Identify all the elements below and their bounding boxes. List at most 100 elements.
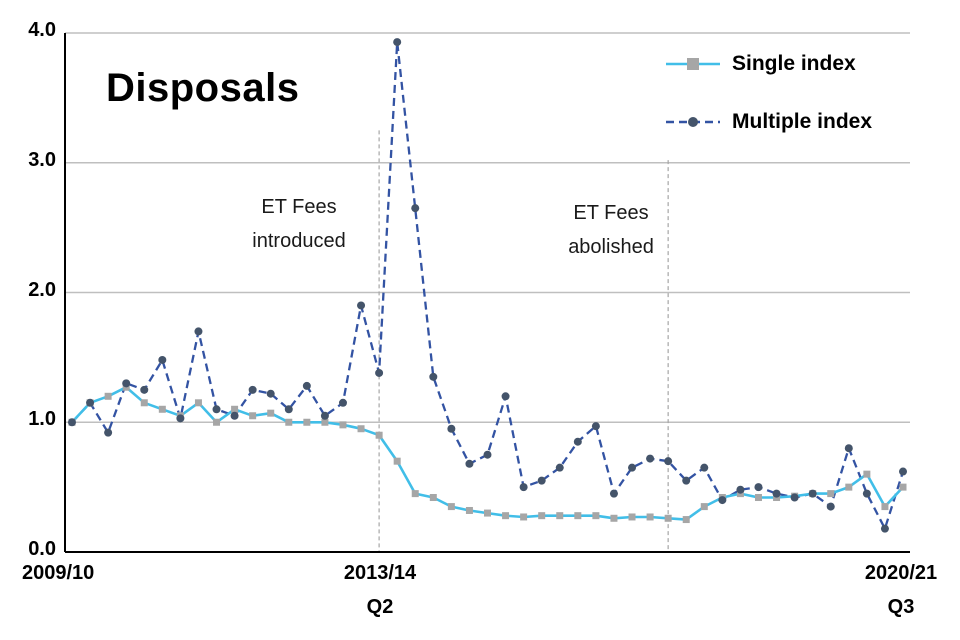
multiple-index-marker	[609, 489, 618, 498]
annotation-et-fees-abolished: ET Fees abolished	[545, 196, 677, 264]
multiple-index-marker	[519, 483, 528, 492]
multiple-index-marker	[700, 463, 709, 472]
multiple-index-marker	[122, 379, 131, 388]
annotation-et-fees-abolished-line2: abolished	[568, 236, 654, 258]
multiple-index-marker	[899, 467, 907, 476]
single-index-marker	[700, 503, 708, 511]
single-index-marker	[484, 509, 491, 517]
multiple-index-marker	[158, 355, 167, 364]
single-index-marker	[411, 490, 419, 498]
single-index-marker	[104, 392, 112, 400]
single-index-marker	[520, 513, 528, 521]
multiple-index-marker	[808, 489, 817, 498]
annotation-et-fees-introduced: ET Fees introduced	[230, 190, 368, 258]
single-index-marker	[303, 418, 311, 426]
single-index-marker	[447, 503, 455, 511]
single-index-marker	[465, 506, 473, 514]
single-index-marker	[140, 399, 148, 407]
multiple-index-marker	[483, 450, 492, 459]
multiple-index-marker	[790, 493, 799, 502]
multiple-index-marker	[664, 457, 673, 466]
x-tick-2009-10: 2009/10	[22, 562, 95, 584]
multiple-index-marker	[736, 485, 745, 494]
single-index-marker	[754, 494, 762, 502]
single-index-swatch-icon	[666, 58, 720, 70]
multiple-index-marker	[338, 398, 347, 407]
annotation-et-fees-introduced-line2: introduced	[252, 230, 346, 252]
multiple-index-marker	[320, 411, 329, 420]
single-index-marker	[393, 457, 401, 465]
single-index-marker	[375, 431, 383, 439]
multiple-index-marker	[411, 204, 420, 213]
multiple-index-marker	[68, 418, 76, 427]
single-index-marker	[502, 512, 510, 520]
single-index-marker	[231, 405, 239, 413]
single-index-marker	[610, 514, 618, 522]
chart-title: Disposals	[106, 66, 300, 110]
single-index-marker	[827, 490, 835, 498]
single-index-marker-sample	[687, 58, 699, 70]
multiple-index-marker-sample	[688, 117, 698, 127]
multiple-index-marker	[212, 405, 221, 414]
single-index-marker	[194, 399, 202, 407]
legend: Single index Multiple index	[666, 50, 872, 166]
multiple-index-marker	[140, 385, 149, 394]
multiple-index-marker	[718, 496, 727, 505]
single-index-marker	[646, 513, 654, 521]
legend-item-single-index: Single index	[666, 50, 872, 78]
y-tick-label-3.0: 3.0	[28, 148, 56, 171]
legend-label-multiple-index: Multiple index	[732, 110, 873, 133]
multiple-index-marker	[880, 524, 889, 533]
single-index-marker	[321, 418, 329, 426]
single-index-marker	[429, 494, 437, 502]
single-index-marker	[592, 512, 600, 520]
single-index-marker	[538, 512, 546, 520]
multiple-index-swatch-icon	[666, 117, 720, 127]
multiple-index-marker	[537, 476, 546, 485]
single-index-marker	[285, 418, 293, 426]
single-index-marker	[556, 512, 564, 520]
single-index-marker	[574, 512, 582, 520]
multiple-index-marker	[826, 502, 835, 511]
single-index-marker	[339, 421, 347, 429]
annotation-et-fees-abolished-line1: ET Fees	[573, 202, 649, 224]
multiple-index-marker	[266, 389, 275, 398]
multiple-index-marker	[393, 38, 402, 47]
single-index-marker	[899, 483, 907, 491]
multiple-index-marker	[429, 372, 438, 381]
single-index-marker	[881, 503, 889, 511]
multiple-index-marker	[447, 424, 456, 433]
multiple-index-marker	[194, 327, 203, 336]
single-index-marker	[845, 483, 853, 491]
x-tick-2013-14: 2013/14	[343, 562, 417, 584]
single-index-marker	[158, 405, 166, 413]
y-tick-label-2.0: 2.0	[28, 278, 56, 301]
annotation-et-fees-introduced-line1: ET Fees	[261, 196, 337, 218]
legend-label-single-index: Single index	[732, 52, 856, 75]
multiple-index-marker	[772, 489, 781, 498]
multiple-index-marker	[375, 368, 384, 377]
multiple-index-marker	[573, 437, 582, 446]
y-tick-label-1.0: 1.0	[28, 408, 56, 431]
single-index-marker	[213, 418, 221, 426]
single-index-marker	[682, 516, 690, 524]
multiple-index-marker	[591, 422, 600, 431]
single-index-marker	[863, 470, 871, 478]
single-index-marker	[357, 425, 365, 433]
multiple-index-marker	[465, 459, 474, 468]
single-index-marker	[664, 514, 672, 522]
multiple-index-marker	[501, 392, 510, 401]
x-tick-2020-21-q3: Q3	[887, 596, 915, 618]
multiple-index-marker	[86, 398, 95, 407]
multiple-index-marker	[862, 489, 871, 498]
legend-item-multiple-index: Multiple index	[666, 108, 872, 136]
multiple-index-marker	[555, 463, 564, 472]
multiple-index-marker	[104, 428, 113, 437]
multiple-index-marker	[844, 444, 853, 453]
y-tick-label-0.0: 0.0	[28, 538, 56, 560]
single-index-marker	[267, 409, 275, 417]
multiple-index-marker	[628, 463, 637, 472]
x-tick-2020-21: 2020/21	[864, 562, 938, 584]
